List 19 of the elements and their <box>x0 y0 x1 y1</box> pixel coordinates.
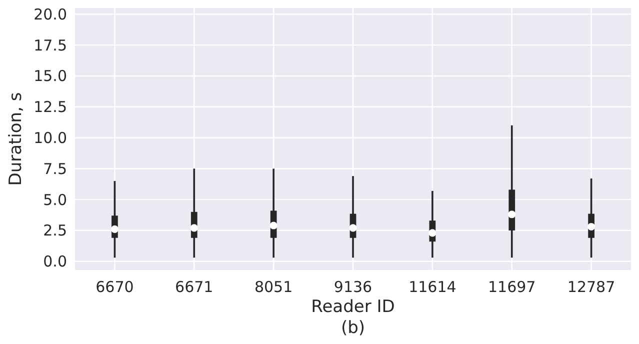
text: (b) <box>340 318 366 338</box>
x-tick-label: 11614 <box>408 278 456 296</box>
x-axis-title: Reader ID <box>311 297 395 317</box>
y-tick-label: 15.0 <box>34 67 67 86</box>
y-tick-label: 20.0 <box>34 5 67 24</box>
y-axis-title: Duration, s <box>6 92 26 186</box>
x-tick-label: 9136 <box>334 278 372 296</box>
y-tick-label: 12.5 <box>34 98 67 116</box>
y-tick-label: 17.5 <box>34 36 67 54</box>
y-tick-label: 2.5 <box>43 222 67 240</box>
x-tick-label: 11697 <box>488 278 536 296</box>
x-tick-label: 12787 <box>567 278 616 296</box>
x-tick-label: 6671 <box>175 278 214 296</box>
x-tick-label: 8051 <box>254 278 293 296</box>
y-tick-label: 5.0 <box>43 190 67 209</box>
y-tick-label: 10.0 <box>34 129 67 148</box>
y-tick-label: 0.0 <box>43 252 67 271</box>
x-tick-label: 6670 <box>96 278 134 296</box>
y-tick-label: 7.5 <box>43 160 67 178</box>
